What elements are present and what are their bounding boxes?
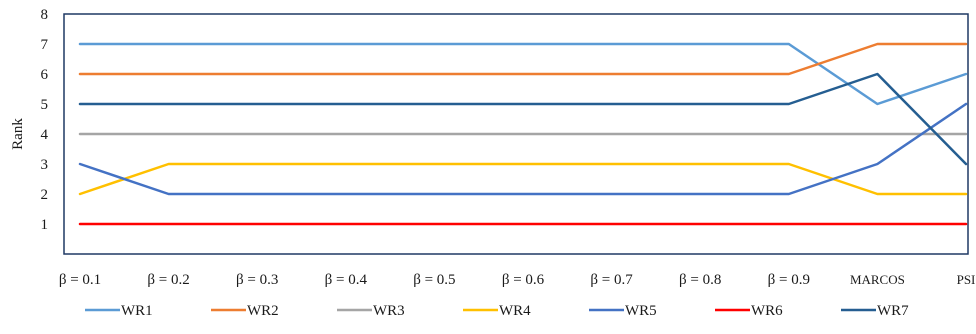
legend-label-wr7: WR7 — [877, 303, 909, 319]
x-tick-label: β = 0.7 — [590, 272, 633, 288]
series-lines — [78, 42, 968, 226]
x-tick-label: β = 0.9 — [768, 272, 810, 288]
y-axis-title-group: Rank — [10, 118, 26, 150]
legend: WR1 WR2 WR3 WR4 WR5 WR6 WR7 — [85, 303, 909, 319]
y-tick-label: 8 — [41, 7, 49, 23]
y-tick-label: 5 — [41, 97, 49, 113]
legend-label-wr2: WR2 — [247, 303, 279, 319]
legend-label-wr4: WR4 — [499, 303, 531, 319]
x-tick-label: β = 0.3 — [236, 272, 278, 288]
series-line-wr7 — [78, 72, 968, 166]
x-tick-label: PSI — [957, 272, 976, 287]
x-tick-label: β = 0.2 — [147, 272, 189, 288]
y-tick-label: 3 — [41, 157, 49, 173]
x-tick-label: β = 0.8 — [679, 272, 721, 288]
series-line-wr4 — [78, 162, 968, 196]
y-tick-label: 7 — [41, 37, 49, 53]
legend-label-wr5: WR5 — [625, 303, 657, 319]
y-tick-label: 4 — [41, 127, 49, 143]
x-tick-label: β = 0.4 — [325, 272, 368, 288]
series-line-wr2 — [78, 42, 968, 76]
legend-label-wr1: WR1 — [121, 303, 153, 319]
y-tick-labels: 1 2 3 4 5 6 7 8 — [41, 7, 49, 233]
x-tick-label: MARCOS — [850, 272, 905, 287]
y-axis-title: Rank — [10, 118, 26, 150]
legend-label-wr3: WR3 — [373, 303, 405, 319]
legend-label-wr6: WR6 — [751, 303, 783, 319]
series-line-wr5 — [78, 102, 968, 196]
y-tick-label: 2 — [41, 187, 49, 203]
plot-area-frame — [63, 13, 969, 255]
x-tick-labels: β = 0.1 β = 0.2 β = 0.3 β = 0.4 β = 0.5 β = 0… — [59, 272, 976, 288]
y-tick-label: 6 — [41, 67, 49, 83]
x-tick-label: β = 0.5 — [413, 272, 455, 288]
x-tick-label: β = 0.1 — [59, 272, 101, 288]
y-tick-label: 1 — [41, 217, 49, 233]
x-tick-label: β = 0.6 — [502, 272, 545, 288]
